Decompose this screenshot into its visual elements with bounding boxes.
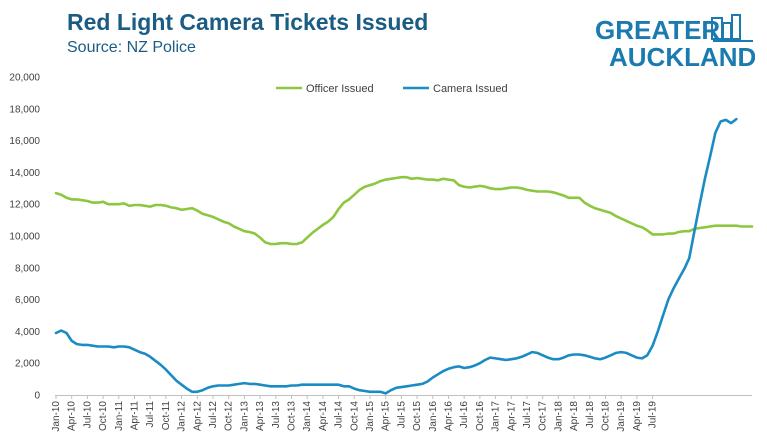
x-tick-label: Oct-16 [475, 401, 486, 431]
x-tick-label: Oct-18 [600, 401, 611, 431]
y-tick-label: 2,000 [15, 359, 40, 370]
x-axis: Jan-10 Apr-10 Jul-10 Oct-10 Jan-11 Apr-11 Jul-… [51, 395, 659, 432]
x-tick-label: Oct-13 [286, 401, 297, 431]
x-tick-label: Jul-18 [585, 401, 596, 429]
legend: Officer Issued Camera Issued [276, 83, 508, 95]
x-tick-label: Jan-16 [428, 401, 439, 432]
legend-label: Camera Issued [433, 83, 508, 95]
logo-text-auckland: AUCKLAND [609, 42, 755, 68]
x-tick-label: Apr-11 [129, 401, 140, 431]
y-tick-label: 12,000 [9, 200, 40, 211]
x-tick-label: Apr-19 [632, 401, 643, 431]
x-tick-label: Jan-15 [365, 401, 376, 432]
y-tick-label: 18,000 [9, 104, 40, 115]
series-lines [54, 117, 754, 395]
x-tick-label: Jul-12 [208, 401, 219, 429]
x-tick-label: Jan-11 [114, 401, 125, 431]
x-tick-label: Jan-10 [51, 401, 62, 432]
y-axis: 0 2,000 4,000 6,000 8,000 10,000 12,000 14,000 1… [9, 73, 40, 402]
x-tick-label: Apr-18 [569, 401, 580, 431]
x-tick-label: Apr-16 [443, 401, 454, 431]
x-tick-label: Jul-17 [522, 401, 533, 429]
greater-auckland-logo: GREATER AUCKLAND [595, 14, 755, 68]
y-tick-label: 8,000 [15, 263, 40, 274]
x-tick-label: Oct-12 [224, 401, 235, 431]
x-tick-label: Jul-16 [459, 401, 470, 429]
city-buildings-icon [711, 14, 753, 42]
x-tick-label: Jul-15 [396, 401, 407, 429]
y-tick-label: 16,000 [9, 136, 40, 147]
x-tick-label: Jul-14 [334, 401, 345, 429]
y-tick-label: 10,000 [9, 232, 40, 243]
x-tick-label: Apr-17 [506, 401, 517, 431]
logo-text-greater: GREATER [595, 15, 720, 45]
y-tick-label: 4,000 [15, 327, 40, 338]
x-tick-label: Apr-12 [192, 401, 203, 431]
x-tick-label: Oct-15 [412, 401, 423, 431]
chart-title: Red Light Camera Tickets Issued [67, 9, 429, 35]
x-tick-label: Jul-13 [271, 401, 282, 429]
x-tick-label: Jan-13 [239, 401, 250, 432]
x-tick-label: Jan-17 [491, 401, 502, 432]
x-tick-label: Oct-11 [161, 401, 172, 431]
x-tick-label: Oct-17 [538, 401, 549, 431]
y-tick-label: 14,000 [9, 168, 40, 179]
x-tick-label: Jul-10 [82, 401, 93, 429]
series-line-officer-issued [54, 175, 754, 246]
x-tick-label: Jan-19 [616, 401, 627, 432]
x-tick-label: Apr-15 [381, 401, 392, 431]
x-tick-label: Jan-18 [553, 401, 564, 432]
x-tick-label: Apr-14 [318, 401, 329, 431]
series-line-camera-issued [54, 117, 738, 395]
x-tick-label: Jul-19 [648, 401, 659, 429]
x-tick-label: Apr-13 [255, 401, 266, 431]
y-tick-label: 0 [34, 391, 40, 402]
x-tick-label: Jan-12 [177, 401, 188, 432]
x-tick-label: Jul-11 [145, 401, 156, 428]
legend-label: Officer Issued [306, 83, 374, 95]
x-tick-label: Apr-10 [67, 401, 78, 431]
chart-subtitle: Source: NZ Police [67, 39, 196, 56]
x-tick-label: Jan-14 [302, 401, 313, 432]
x-tick-label: Oct-14 [349, 401, 360, 431]
y-tick-label: 6,000 [15, 295, 40, 306]
y-tick-label: 20,000 [9, 73, 40, 84]
x-tick-label: Oct-10 [98, 401, 109, 431]
